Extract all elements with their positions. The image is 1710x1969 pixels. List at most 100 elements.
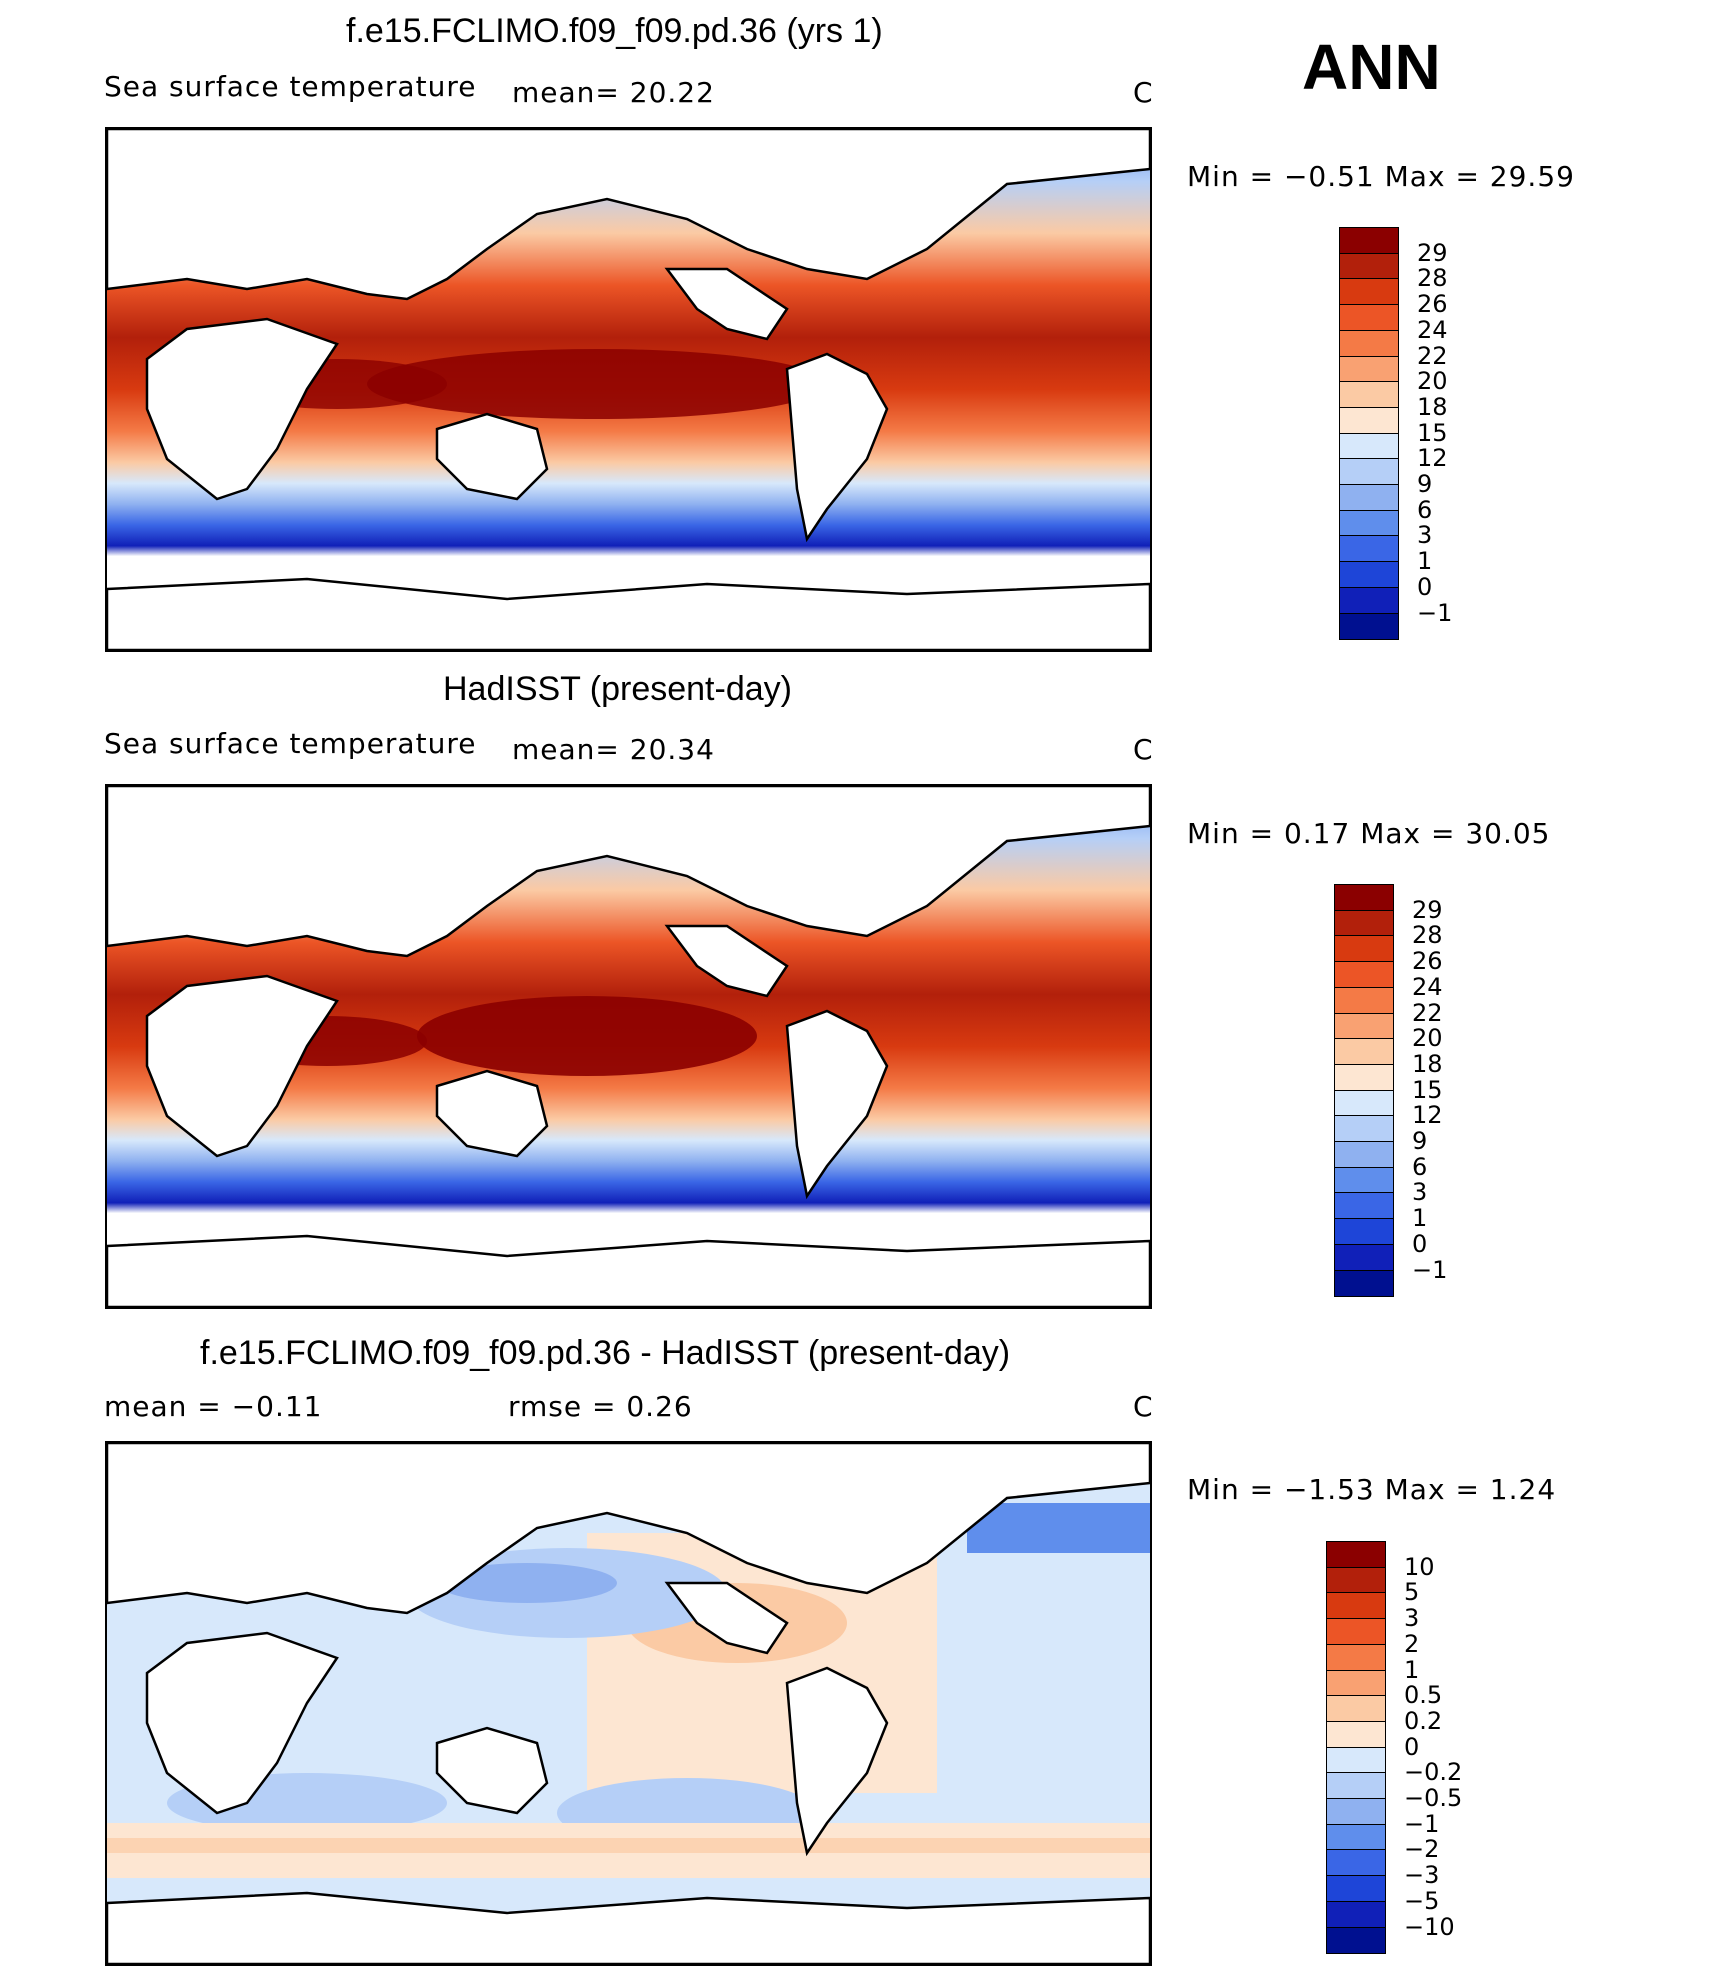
panel-1-title: f.e15.FCLIMO.f09_f09.pd.36 (yrs 1) — [346, 12, 883, 50]
colorbar-swatch — [1339, 458, 1399, 486]
colorbar-swatch — [1326, 1695, 1386, 1723]
panel-2-units-label: C — [1133, 733, 1154, 766]
colorbar-swatch — [1326, 1592, 1386, 1620]
colorbar-swatch — [1339, 355, 1399, 383]
panel-2-map — [105, 784, 1152, 1309]
colorbar-tick-label: 15 — [1412, 1075, 1443, 1104]
colorbar-swatch — [1334, 1166, 1394, 1194]
colorbar-swatch — [1334, 1192, 1394, 1220]
colorbar-swatch — [1334, 884, 1394, 912]
panel-2-mean-label: mean= 20.34 — [512, 733, 715, 766]
colorbar-tick-label: 28 — [1412, 921, 1443, 950]
panel-1-mean-label: mean= 20.22 — [512, 76, 715, 109]
colorbar-swatch — [1339, 304, 1399, 332]
colorbar-tick-label: 1 — [1417, 547, 1433, 576]
colorbar-swatch — [1326, 1926, 1386, 1954]
colorbar-tick-label: 3 — [1404, 1604, 1420, 1633]
colorbar-tick-label: 22 — [1412, 998, 1443, 1027]
panel-2-title: HadISST (present-day) — [443, 670, 792, 708]
panel-1-map — [105, 127, 1152, 652]
colorbar-swatch — [1339, 252, 1399, 280]
colorbar-tick-label: 20 — [1417, 367, 1448, 396]
colorbar-tick-label: 0 — [1417, 572, 1433, 601]
panel-3-units-label: C — [1133, 1390, 1154, 1423]
colorbar-tick-label: 3 — [1412, 1178, 1428, 1207]
colorbar-swatch — [1339, 406, 1399, 435]
colorbar-tick-label: 12 — [1412, 1101, 1443, 1130]
panel-3-difference-field — [107, 1443, 1150, 1964]
panel-1-minmax: Min = −0.51 Max = 29.59 — [1187, 160, 1575, 193]
colorbar-swatch — [1326, 1849, 1386, 1877]
colorbar-swatch — [1334, 935, 1394, 963]
colorbar-swatch — [1326, 1746, 1386, 1774]
colorbar-swatch — [1334, 986, 1394, 1014]
colorbar-tick-label: 5 — [1404, 1578, 1420, 1607]
colorbar-tick-label: −1 — [1417, 598, 1453, 627]
panel-2-land — [107, 786, 1150, 1307]
colorbar-tick-label: 18 — [1412, 1049, 1443, 1078]
colorbar-tick-label: 24 — [1417, 315, 1448, 344]
colorbar-tick-label: 3 — [1417, 521, 1433, 550]
colorbar-tick-label: −3 — [1404, 1861, 1440, 1890]
colorbar-tick-label: 12 — [1417, 444, 1448, 473]
panel-3-map — [105, 1441, 1152, 1966]
colorbar-swatch — [1339, 509, 1399, 537]
panel-2-sst-field — [107, 786, 1150, 1307]
colorbar-swatch — [1334, 1218, 1394, 1246]
colorbar-swatch — [1339, 432, 1399, 460]
colorbar-swatch — [1334, 1269, 1394, 1297]
colorbar-swatch — [1326, 1566, 1386, 1594]
colorbar-swatch — [1339, 561, 1399, 589]
colorbar-tick-label: 15 — [1417, 418, 1448, 447]
panel-2-variable-label: Sea surface temperature — [104, 727, 477, 760]
colorbar-tick-label: −1 — [1412, 1255, 1448, 1284]
colorbar-tick-label: 26 — [1412, 947, 1443, 976]
colorbar-tick-label: 0.5 — [1404, 1681, 1443, 1710]
panel-3-land — [107, 1443, 1150, 1964]
colorbar-swatch — [1334, 1089, 1394, 1117]
colorbar-swatch — [1334, 1012, 1394, 1040]
panel-3-mean-label: mean = −0.11 — [104, 1390, 323, 1423]
colorbar-tick-label: 9 — [1417, 470, 1433, 498]
colorbar-swatch — [1326, 1669, 1386, 1697]
colorbar-swatch — [1326, 1541, 1386, 1569]
colorbar-tick-label: 28 — [1417, 264, 1448, 293]
colorbar-swatch — [1339, 586, 1399, 614]
colorbar-tick-label: −0.5 — [1404, 1784, 1463, 1812]
colorbar-swatch — [1326, 1823, 1386, 1851]
colorbar-swatch — [1339, 612, 1399, 640]
colorbar-tick-label: 6 — [1412, 1152, 1428, 1181]
panel-3-title: f.e15.FCLIMO.f09_f09.pd.36 - HadISST (pr… — [200, 1334, 1011, 1372]
colorbar-tick-label: 0 — [1404, 1732, 1420, 1761]
panel-1-units-label: C — [1133, 76, 1154, 109]
colorbar-swatch — [1339, 278, 1399, 306]
colorbar-swatch — [1334, 961, 1394, 989]
colorbar-tick-label: 10 — [1404, 1552, 1435, 1581]
colorbar-tick-label: 29 — [1417, 238, 1448, 267]
colorbar-tick-label: 18 — [1417, 392, 1448, 421]
colorbar-swatch — [1326, 1643, 1386, 1671]
colorbar-swatch — [1326, 1772, 1386, 1800]
colorbar-tick-label: −5 — [1404, 1886, 1440, 1915]
colorbar-tick-label: −1 — [1404, 1809, 1440, 1838]
colorbar-tick-label: 0.2 — [1404, 1706, 1443, 1735]
season-label: ANN — [1302, 31, 1441, 103]
colorbar-tick-label: 1 — [1412, 1204, 1428, 1233]
colorbar-tick-label: 20 — [1412, 1024, 1443, 1053]
colorbar-tick-label: 22 — [1417, 341, 1448, 370]
colorbar-tick-label: 2 — [1404, 1629, 1420, 1658]
colorbar-tick-label: −10 — [1404, 1912, 1455, 1941]
colorbar-swatch — [1334, 1063, 1394, 1092]
panel-3-minmax: Min = −1.53 Max = 1.24 — [1187, 1473, 1557, 1506]
panel-1-sst-field — [107, 129, 1150, 650]
colorbar-swatch — [1339, 484, 1399, 512]
colorbar-swatch — [1326, 1875, 1386, 1903]
colorbar-tick-label: 0 — [1412, 1229, 1428, 1258]
panel-2-minmax: Min = 0.17 Max = 30.05 — [1187, 817, 1551, 850]
colorbar-swatch — [1339, 381, 1399, 409]
colorbar-swatch — [1334, 1141, 1394, 1169]
colorbar-swatch — [1339, 329, 1399, 357]
panel-3-rmse-label: rmse = 0.26 — [508, 1390, 693, 1423]
colorbar-swatch — [1334, 1115, 1394, 1143]
colorbar-swatch — [1334, 1243, 1394, 1271]
